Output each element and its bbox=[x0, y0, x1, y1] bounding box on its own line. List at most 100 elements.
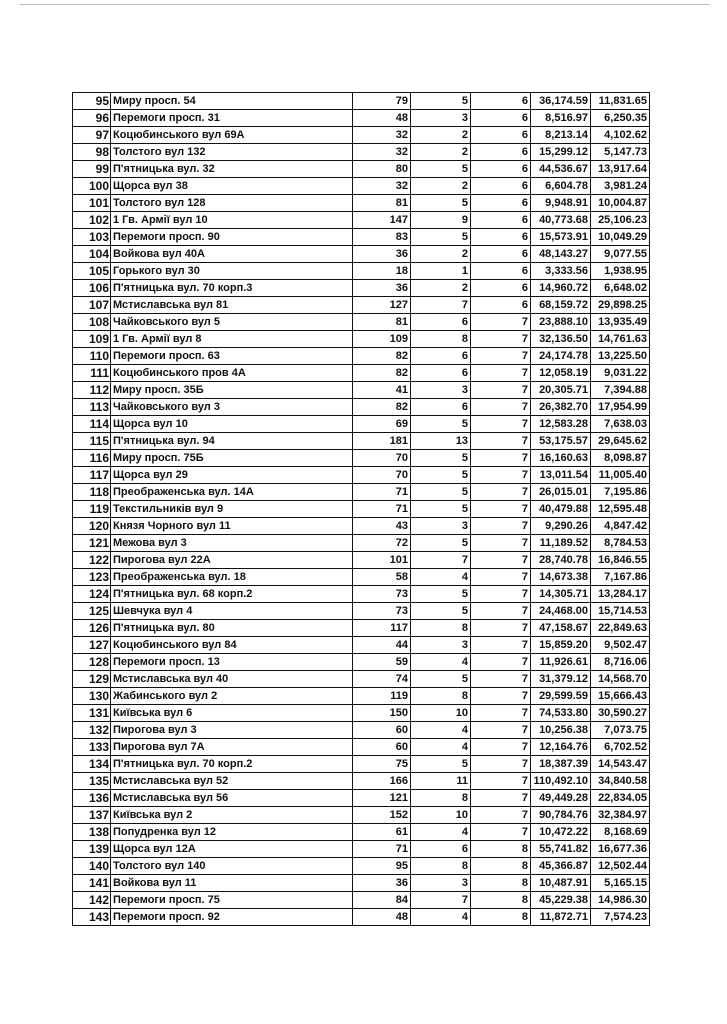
col-3-cell: 79 bbox=[352, 92, 411, 110]
table-row: 113 Чайковського вул 3 82 6 7 26,382.70 17,954… bbox=[72, 398, 650, 416]
col-6-cell: 20,305.71 bbox=[530, 381, 591, 399]
col-6-cell: 48,143.27 bbox=[530, 245, 591, 263]
address-cell: Мстиславська вул 81 bbox=[110, 296, 353, 314]
table-row: 135 Мстиславська вул 52 166 11 7 110,492.10 34… bbox=[72, 772, 650, 790]
col-5-cell: 7 bbox=[470, 772, 531, 790]
row-number-cell: 98 bbox=[72, 143, 111, 161]
table-row: 115 П'ятницька вул. 94 181 13 7 53,175.57 29,6… bbox=[72, 432, 650, 450]
row-number-cell: 121 bbox=[72, 534, 111, 552]
address-cell: Коцюбинського пров 4А bbox=[110, 364, 353, 382]
col-5-cell: 7 bbox=[470, 755, 531, 773]
row-number-cell: 100 bbox=[72, 177, 111, 195]
col-4-cell: 6 bbox=[410, 398, 471, 416]
address-cell: Войкова вул 40А bbox=[110, 245, 353, 263]
table-row: 137 Київська вул 2 152 10 7 90,784.76 32,384.9… bbox=[72, 806, 650, 824]
col-7-cell: 13,935.49 bbox=[590, 313, 650, 331]
col-7-cell: 8,716.06 bbox=[590, 653, 650, 671]
row-number-cell: 106 bbox=[72, 279, 111, 297]
col-6-cell: 47,158.67 bbox=[530, 619, 591, 637]
col-7-cell: 14,568.70 bbox=[590, 670, 650, 688]
col-3-cell: 70 bbox=[352, 466, 411, 484]
table-row: 106 П'ятницька вул. 70 корп.3 36 2 6 14,960.7… bbox=[72, 279, 650, 297]
col-5-cell: 7 bbox=[470, 432, 531, 450]
address-cell: Перемоги просп. 92 bbox=[110, 908, 353, 926]
col-4-cell: 2 bbox=[410, 279, 471, 297]
col-6-cell: 12,583.28 bbox=[530, 415, 591, 433]
col-5-cell: 6 bbox=[470, 177, 531, 195]
col-7-cell: 13,225.50 bbox=[590, 347, 650, 365]
address-cell: 1 Гв. Армії вул 8 bbox=[110, 330, 353, 348]
address-cell: П'ятницька вул. 80 bbox=[110, 619, 353, 637]
address-cell: Київська вул 2 bbox=[110, 806, 353, 824]
col-6-cell: 11,872.71 bbox=[530, 908, 591, 926]
row-number-cell: 129 bbox=[72, 670, 111, 688]
address-cell: Чайковського вул 5 bbox=[110, 313, 353, 331]
col-5-cell: 7 bbox=[470, 636, 531, 654]
col-7-cell: 8,784.53 bbox=[590, 534, 650, 552]
col-3-cell: 32 bbox=[352, 177, 411, 195]
col-5-cell: 7 bbox=[470, 687, 531, 705]
col-7-cell: 6,702.52 bbox=[590, 738, 650, 756]
col-7-cell: 12,595.48 bbox=[590, 500, 650, 518]
table-row: 107 Мстиславська вул 81 127 7 6 68,159.72 29,8… bbox=[72, 296, 650, 314]
col-6-cell: 10,256.38 bbox=[530, 721, 591, 739]
row-number-cell: 115 bbox=[72, 432, 111, 450]
address-cell: Толстого вул 140 bbox=[110, 857, 353, 875]
col-3-cell: 48 bbox=[352, 109, 411, 127]
row-number-cell: 109 bbox=[72, 330, 111, 348]
col-6-cell: 40,479.88 bbox=[530, 500, 591, 518]
col-4-cell: 2 bbox=[410, 245, 471, 263]
col-4-cell: 5 bbox=[410, 194, 471, 212]
table-row: 95 Миру просп. 54 79 5 6 36,174.59 11,831.65 bbox=[72, 92, 650, 110]
col-4-cell: 13 bbox=[410, 432, 471, 450]
table-row: 124 П'ятницька вул. 68 корп.2 73 5 7 14,305.7… bbox=[72, 585, 650, 603]
col-3-cell: 60 bbox=[352, 721, 411, 739]
col-5-cell: 7 bbox=[470, 517, 531, 535]
col-5-cell: 8 bbox=[470, 840, 531, 858]
table-row: 110 Перемоги просп. 63 82 6 7 24,174.78 13,225… bbox=[72, 347, 650, 365]
address-cell: Коцюбинського вул 84 bbox=[110, 636, 353, 654]
col-6-cell: 31,379.12 bbox=[530, 670, 591, 688]
col-7-cell: 29,645.62 bbox=[590, 432, 650, 450]
col-4-cell: 4 bbox=[410, 721, 471, 739]
col-3-cell: 81 bbox=[352, 194, 411, 212]
col-4-cell: 9 bbox=[410, 211, 471, 229]
row-number-cell: 99 bbox=[72, 160, 111, 178]
col-4-cell: 1 bbox=[410, 262, 471, 280]
col-4-cell: 5 bbox=[410, 466, 471, 484]
col-3-cell: 73 bbox=[352, 585, 411, 603]
col-7-cell: 7,638.03 bbox=[590, 415, 650, 433]
table-row: 139 Щорса вул 12А 71 6 8 55,741.82 16,677.36 bbox=[72, 840, 650, 858]
row-number-cell: 118 bbox=[72, 483, 111, 501]
col-3-cell: 61 bbox=[352, 823, 411, 841]
col-4-cell: 5 bbox=[410, 92, 471, 110]
col-3-cell: 73 bbox=[352, 602, 411, 620]
col-7-cell: 13,917.64 bbox=[590, 160, 650, 178]
col-6-cell: 13,011.54 bbox=[530, 466, 591, 484]
col-7-cell: 8,098.87 bbox=[590, 449, 650, 467]
row-number-cell: 132 bbox=[72, 721, 111, 739]
row-number-cell: 108 bbox=[72, 313, 111, 331]
row-number-cell: 110 bbox=[72, 347, 111, 365]
col-7-cell: 14,986.30 bbox=[590, 891, 650, 909]
col-4-cell: 7 bbox=[410, 551, 471, 569]
row-number-cell: 96 bbox=[72, 109, 111, 127]
col-4-cell: 2 bbox=[410, 177, 471, 195]
table-row: 99 П'ятницька вул. 32 80 5 6 44,536.67 13,917.… bbox=[72, 160, 650, 178]
col-5-cell: 6 bbox=[470, 143, 531, 161]
col-6-cell: 49,449.28 bbox=[530, 789, 591, 807]
col-5-cell: 7 bbox=[470, 313, 531, 331]
col-7-cell: 1,938.95 bbox=[590, 262, 650, 280]
address-cell: Перемоги просп. 63 bbox=[110, 347, 353, 365]
table-row: 140 Толстого вул 140 95 8 8 45,366.87 12,502.4… bbox=[72, 857, 650, 875]
col-3-cell: 75 bbox=[352, 755, 411, 773]
col-6-cell: 90,784.76 bbox=[530, 806, 591, 824]
col-6-cell: 45,366.87 bbox=[530, 857, 591, 875]
col-3-cell: 36 bbox=[352, 874, 411, 892]
col-7-cell: 13,284.17 bbox=[590, 585, 650, 603]
table-row: 118 Преображенська вул. 14А 71 5 7 26,015.01 7… bbox=[72, 483, 650, 501]
col-6-cell: 55,741.82 bbox=[530, 840, 591, 858]
col-5-cell: 6 bbox=[470, 109, 531, 127]
address-cell: Перемоги просп. 90 bbox=[110, 228, 353, 246]
col-3-cell: 71 bbox=[352, 483, 411, 501]
